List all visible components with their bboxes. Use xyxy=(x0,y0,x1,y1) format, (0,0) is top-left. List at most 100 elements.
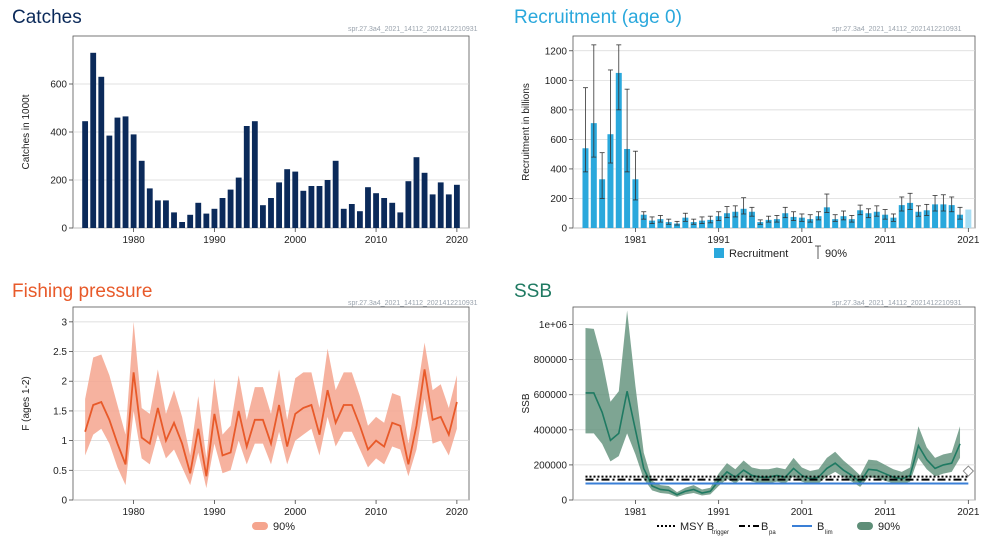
recruitment-bar xyxy=(798,217,805,228)
y-tick-label: 600000 xyxy=(534,390,568,401)
recruitment-bar xyxy=(599,179,606,228)
recruitment-chart: 0 200 400 600 800 1000 1200 1981 1991 2001 2011 202… xyxy=(521,35,980,260)
panel-title-catches: Catches xyxy=(12,7,82,28)
legend-bpa-subscript: pa xyxy=(769,530,776,536)
y-tick-label: 0.5 xyxy=(53,466,67,477)
recruitment-bar xyxy=(948,205,955,228)
catch-bar xyxy=(397,212,404,228)
catch-bar xyxy=(373,193,379,228)
panel-source-id-fishing: spr.27.3a4_2021_14112_2021412210931 xyxy=(348,300,478,307)
catch-bar xyxy=(203,213,210,228)
catch-bar xyxy=(276,182,282,228)
catch-bar xyxy=(268,198,274,228)
x-tick-label: 2020 xyxy=(446,507,469,518)
legend-ci-label: 90% xyxy=(878,521,900,533)
y-axis-label: Catches in 1000t xyxy=(21,94,32,169)
y-tick-label: 1 xyxy=(61,436,67,447)
x-tick-label: 2010 xyxy=(365,507,388,518)
recruitment-bar xyxy=(765,219,772,228)
recruitment-bar xyxy=(823,207,830,228)
x-tick-label: 1990 xyxy=(203,507,226,518)
catch-bar xyxy=(445,194,452,228)
fishing-chart: 0 0.5 1 1.5 2 2.5 3 1980 1990 2000 2010 2020 F (ages… xyxy=(21,306,470,533)
recruitment-bar xyxy=(932,204,939,228)
legend-blim-subscript: lim xyxy=(825,530,833,536)
recruitment-bar xyxy=(790,216,797,228)
y-tick-label: 200 xyxy=(550,194,567,205)
x-tick-label: 1981 xyxy=(624,235,647,246)
catch-bar xyxy=(300,190,307,228)
recruitment-bar xyxy=(865,213,872,228)
panel-title-recruitment: Recruitment (age 0) xyxy=(514,7,682,28)
recruitment-bar xyxy=(757,222,764,228)
x-tick-label: 1981 xyxy=(624,507,647,518)
y-axis-label: F (ages 1-2) xyxy=(21,376,32,430)
y-tick-label: 0 xyxy=(61,496,67,507)
y-tick-label: 0 xyxy=(561,224,567,235)
y-tick-label: 400 xyxy=(50,128,67,139)
catch-bar xyxy=(171,212,177,228)
recruitment-bar xyxy=(857,210,864,228)
ssb-final-year-marker xyxy=(962,465,975,477)
catch-bar xyxy=(82,121,89,228)
x-tick-label: 2001 xyxy=(791,507,814,518)
panel-title-fishing: Fishing pressure xyxy=(12,281,153,302)
recruitment-bar xyxy=(732,211,739,228)
x-tick-label: 1980 xyxy=(122,507,145,518)
catch-bar xyxy=(235,177,242,228)
x-tick-label: 2021 xyxy=(957,507,980,518)
recruitment-bar xyxy=(898,205,905,228)
catch-bar xyxy=(429,194,436,228)
y-tick-label: 200 xyxy=(50,176,67,187)
catch-bar xyxy=(405,181,412,228)
legend-ci-label: 90% xyxy=(273,521,295,533)
catch-bar xyxy=(316,186,323,228)
x-tick-label: 2011 xyxy=(874,507,896,518)
y-tick-label: 3 xyxy=(61,317,67,328)
recruitment-bar xyxy=(773,219,780,228)
catch-bar xyxy=(389,202,396,228)
recruitment-bar xyxy=(890,217,897,228)
catch-bar xyxy=(122,116,129,228)
x-tick-label: 2020 xyxy=(446,235,469,246)
panel-source-id-recruitment: spr.27.3a4_2021_14112_2021412210931 xyxy=(832,26,962,33)
recruitment-bar xyxy=(748,211,755,228)
catch-bar xyxy=(284,169,291,228)
recruitment-bar xyxy=(782,213,789,228)
catch-bar xyxy=(243,126,250,228)
recruitment-bar xyxy=(957,214,964,228)
catch-bar xyxy=(163,200,169,228)
recruitment-bar xyxy=(940,204,947,228)
y-tick-label: 600 xyxy=(50,80,67,91)
legend-ci-swatch xyxy=(857,522,873,530)
catch-bar xyxy=(211,208,218,228)
catch-bar xyxy=(324,180,331,228)
legend-ci-label: 90% xyxy=(825,248,847,260)
catch-bar xyxy=(453,184,460,228)
catch-bar xyxy=(90,52,97,228)
recruitment-bar xyxy=(624,148,631,228)
ssb-line xyxy=(585,391,961,496)
catch-bar xyxy=(98,76,105,228)
catches-chart: 0 200 400 600 1980 1990 2000 2010 2020 Catches in… xyxy=(21,35,470,246)
y-tick-label: 400000 xyxy=(534,425,568,436)
catch-bar xyxy=(356,211,363,228)
recruitment-bar xyxy=(682,217,689,228)
y-tick-label: 2.5 xyxy=(53,347,67,358)
recruitment-bar xyxy=(965,209,972,228)
recruitment-bar xyxy=(873,211,880,228)
catch-bar xyxy=(179,222,186,228)
recruitment-bar xyxy=(740,208,747,228)
recruitment-bar xyxy=(640,214,647,228)
catch-bar xyxy=(308,186,315,228)
catch-bar xyxy=(348,204,355,228)
y-tick-label: 600 xyxy=(550,135,567,146)
recruitment-bar xyxy=(882,214,889,228)
y-tick-label: 1e+06 xyxy=(539,320,568,331)
catch-bar xyxy=(227,189,234,228)
recruitment-bar xyxy=(690,222,697,228)
ssb-chart: 0 200000 400000 600000 800000 1e+06 1981 1991 20… xyxy=(521,306,980,536)
x-tick-label: 2010 xyxy=(365,235,388,246)
y-axis-label: SSB xyxy=(521,393,532,413)
catch-bar xyxy=(154,200,161,228)
